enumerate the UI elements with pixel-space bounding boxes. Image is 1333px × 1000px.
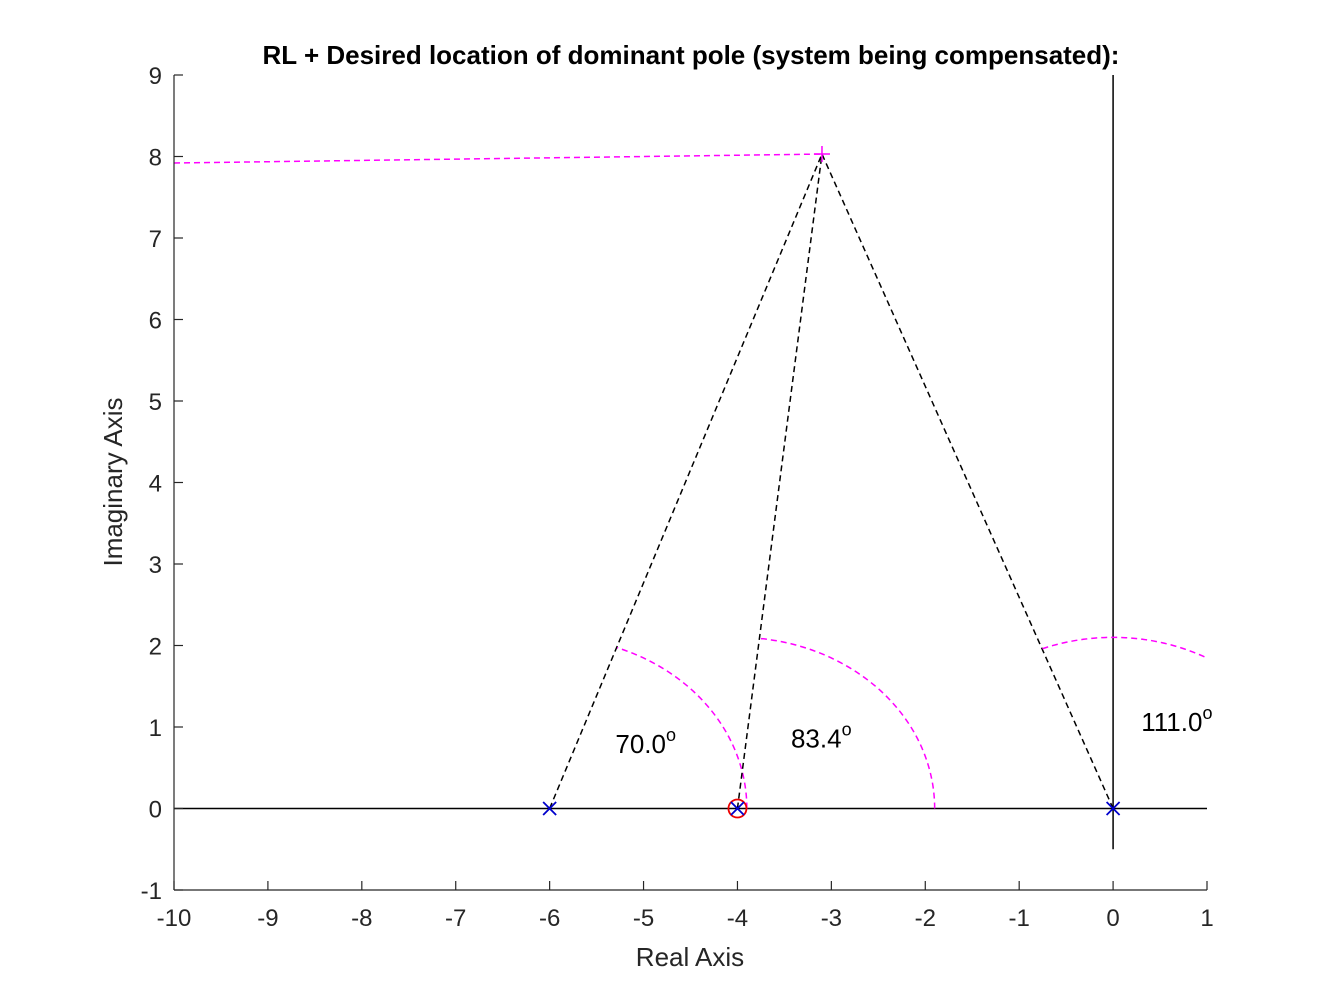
- pole-marker: [542, 801, 557, 816]
- x-tick-label: -2: [915, 905, 936, 932]
- pole-marker: [1105, 801, 1121, 816]
- desired-pole-marker: [813, 146, 830, 163]
- x-tick-label: 0: [1106, 905, 1119, 932]
- y-tick-label: 6: [149, 308, 162, 335]
- y-tick-label: 3: [149, 552, 162, 579]
- x-tick-label: -3: [821, 905, 842, 932]
- x-tick-label: -5: [633, 905, 654, 932]
- y-tick-label: 9: [149, 63, 162, 90]
- angle-construction-line: [548, 153, 823, 809]
- angle-label: 70.0o: [615, 725, 676, 759]
- x-tick-label: -9: [257, 905, 278, 932]
- x-tick-label: -8: [351, 905, 372, 932]
- angle-label: 83.4o: [791, 719, 852, 753]
- y-tick-label: 2: [149, 634, 162, 661]
- y-axis-label: Imaginary Axis: [98, 397, 128, 566]
- plot-area: 70.0o 83.4o 111.0o: [173, 75, 1212, 850]
- y-tick-label: -1: [141, 878, 162, 905]
- x-tick-label: -4: [727, 905, 748, 932]
- zero-marker: [727, 798, 748, 819]
- angle-construction-line: [736, 153, 823, 809]
- angle-arc: [1042, 636, 1208, 659]
- y-tick-label: 7: [149, 226, 162, 253]
- x-tick-label: -10: [157, 905, 192, 932]
- angle-construction-line: [821, 153, 1114, 809]
- pole-marker: [730, 801, 745, 816]
- x-axis-label: Real Axis: [636, 942, 744, 972]
- chart-title: RL + Desired location of dominant pole (…: [263, 40, 1120, 70]
- desired-pole-guide-line: [173, 153, 822, 164]
- y-tick-label: 0: [149, 797, 162, 824]
- x-tick-label: 1: [1200, 905, 1213, 932]
- y-tick-label: 8: [149, 145, 162, 172]
- angle-arc: [760, 637, 936, 809]
- y-tick-label: 5: [149, 389, 162, 416]
- angle-arc: [616, 646, 748, 809]
- x-tick-label: -6: [539, 905, 560, 932]
- y-tick-label: 4: [149, 471, 162, 498]
- y-tick-label: 1: [149, 715, 162, 742]
- x-tick-label: -1: [1009, 905, 1030, 932]
- angle-label: 111.0o: [1141, 703, 1212, 737]
- x-tick-label: -7: [445, 905, 466, 932]
